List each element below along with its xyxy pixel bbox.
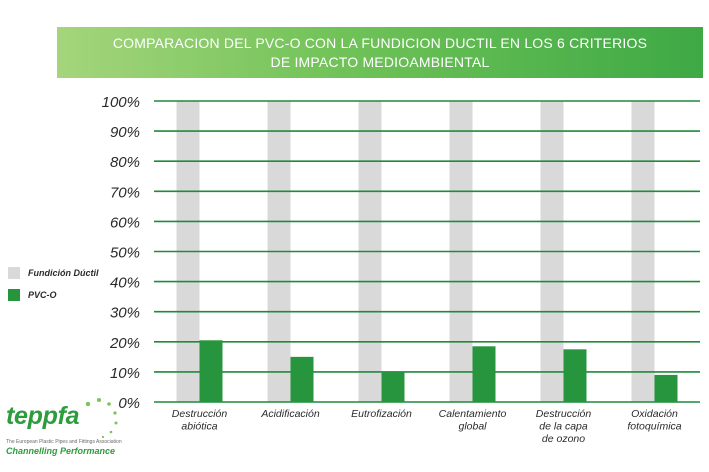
- logo-subtitle: The European Plastic Pipes and Fittings …: [6, 439, 122, 445]
- bar-pvc-o-1: [290, 356, 314, 402]
- bar-pvc-o-4: [563, 349, 587, 402]
- x-category-label: de ozono: [542, 433, 585, 445]
- y-tick-label: 60%: [110, 214, 140, 231]
- teppfa-logo: teppfa The European Plastic Pipes and Fi…: [4, 392, 134, 470]
- bar-pvc-o-0: [199, 340, 223, 402]
- logo-tagline: Channelling Performance: [6, 446, 116, 456]
- chart-title-line-2: DE IMPACTO MEDIOAMBIENTAL: [270, 53, 490, 70]
- y-tick-label: 0%: [118, 395, 140, 412]
- legend-swatch-fundicion: [8, 267, 20, 279]
- x-category-label: Destrucción: [536, 408, 592, 420]
- x-category-label: de la capa: [539, 421, 588, 433]
- x-category-label: global: [458, 421, 487, 433]
- y-tick-label: 90%: [110, 124, 140, 141]
- chart-title-line-1: COMPARACION DEL PVC-O CON LA FUNDICION D…: [112, 34, 648, 51]
- bar-pvc-o-3: [472, 346, 496, 402]
- y-tick-label: 10%: [110, 365, 140, 382]
- logo-wordmark: teppfa: [6, 402, 80, 430]
- legend-label-pvc-o: PVC-O: [28, 290, 57, 300]
- y-tick-label: 50%: [110, 245, 140, 262]
- legend-item-pvc-o: PVC-O: [8, 284, 99, 306]
- bar-pvc-o-5: [654, 374, 678, 402]
- x-category-label: Destrucción: [172, 408, 228, 420]
- x-category-label: abiótica: [181, 421, 217, 433]
- y-tick-label: 40%: [110, 275, 140, 292]
- y-tick-label: 100%: [102, 94, 140, 111]
- y-tick-label: 20%: [109, 335, 140, 352]
- x-category-label: Oxidación: [631, 408, 678, 420]
- legend-label-fundicion: Fundición Dúctil: [28, 268, 99, 278]
- y-tick-label: 30%: [110, 305, 140, 322]
- x-category-label: Eutrofización: [351, 408, 412, 420]
- logo-stars-icon: [85, 398, 118, 439]
- x-category-label: fotoquímica: [627, 421, 681, 433]
- y-tick-label: 70%: [110, 184, 140, 201]
- chart-legend: Fundición Dúctil PVC-O: [8, 262, 99, 306]
- legend-swatch-pvc-o: [8, 289, 20, 301]
- legend-item-fundicion: Fundición Dúctil: [8, 262, 99, 284]
- y-tick-label: 80%: [110, 154, 140, 171]
- x-category-label: Calentamiento: [439, 408, 507, 420]
- bar-pvc-o-2: [381, 371, 405, 402]
- x-category-label: Acidificación: [260, 408, 320, 420]
- chart-title-banner: COMPARACION DEL PVC-O CON LA FUNDICION D…: [57, 27, 703, 78]
